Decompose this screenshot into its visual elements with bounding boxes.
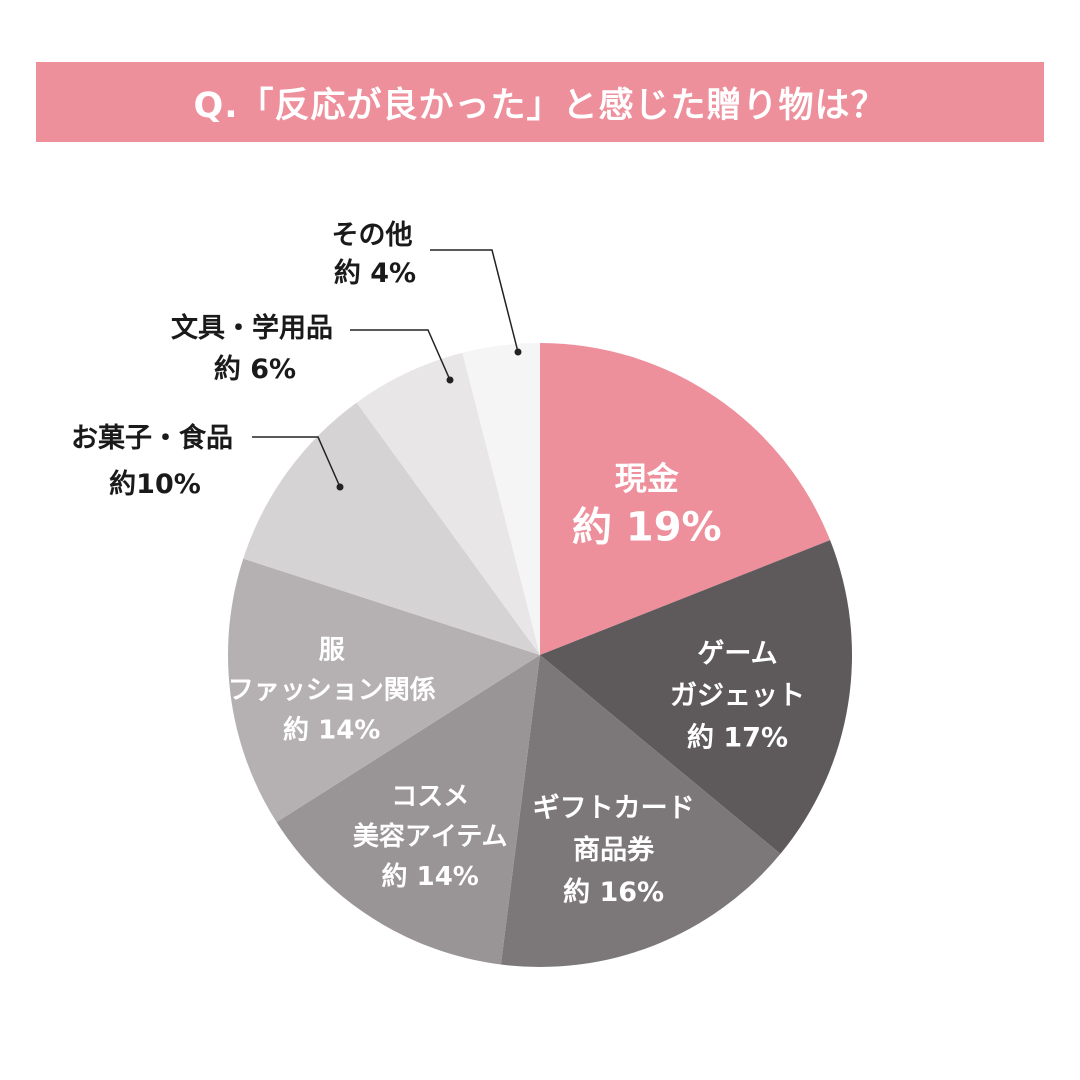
slice-value-label: 約 14% <box>382 861 479 892</box>
pie-slice <box>276 655 540 965</box>
pie-slice <box>243 402 540 655</box>
chart-title: Q.「反応が良かった」と感じた贈り物は？ <box>193 85 887 126</box>
slice-value-label: 約 19% <box>572 505 722 551</box>
slice-label: ガジェット <box>670 680 805 711</box>
pie-slice <box>540 540 852 854</box>
leader-line <box>252 436 341 488</box>
slice-label: その他 <box>332 220 413 251</box>
slice-label: 美容アイテム <box>353 821 508 852</box>
leader-dot <box>514 348 522 356</box>
slice-label: 商品券 <box>573 834 655 866</box>
slice-label: コスメ <box>391 782 469 812</box>
slice-value-label: 約 6% <box>214 353 296 385</box>
pie-slice <box>540 343 831 655</box>
leader-line <box>430 249 519 353</box>
slice-label: ファッション関係 <box>228 675 436 705</box>
leader-dot <box>446 376 454 384</box>
pie-slice <box>500 655 781 967</box>
pie-slice <box>356 352 540 655</box>
pie-slice <box>462 343 540 655</box>
leader-dot <box>336 483 344 491</box>
slice-value-label: 約 17% <box>687 721 788 753</box>
slice-label: お菓子・食品 <box>71 422 233 454</box>
slice-label: 現金 <box>615 460 680 498</box>
slice-value-label: 約 4% <box>334 257 416 289</box>
slice-label: 文具・学用品 <box>171 312 333 344</box>
slice-value-label: 約 16% <box>563 876 664 908</box>
pie-slice <box>228 558 540 823</box>
slice-label: ギフトカード <box>533 793 695 824</box>
leader-line <box>350 329 451 381</box>
slice-label: 服 <box>319 635 346 665</box>
title-bar: Q.「反応が良かった」と感じた贈り物は？ <box>36 62 1044 142</box>
slice-value-label: 約 14% <box>283 714 380 745</box>
slice-value-label: 約10% <box>109 468 201 500</box>
slice-label: ゲーム <box>697 638 777 669</box>
